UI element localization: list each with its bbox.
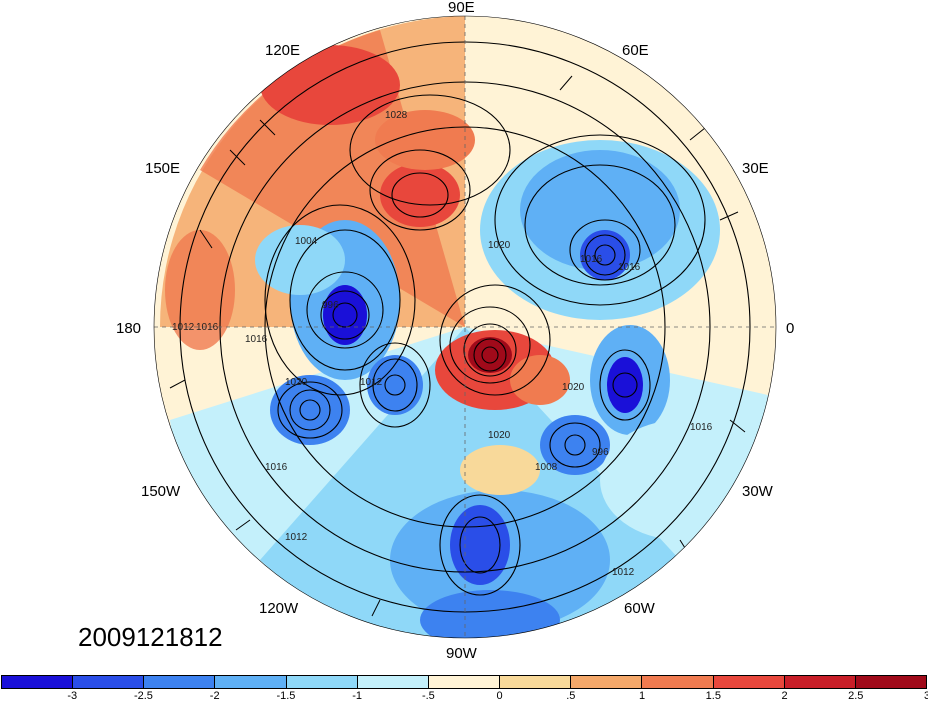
colorbar-segment <box>642 676 714 688</box>
contour-label: 1012 <box>285 532 308 543</box>
lon-label-180: 180 <box>116 320 141 337</box>
colorbar-segment <box>73 676 145 688</box>
polar-map: 1028 1020 1016 1004 996 1016 1012 1016 1… <box>116 0 794 662</box>
colorbar-tick-label: 3 <box>923 690 928 702</box>
datestamp: 2009121812 <box>78 622 223 652</box>
colorbar-tick-label: -2 <box>209 690 220 702</box>
contour-label: 1016 <box>245 334 268 345</box>
contour-label: 1020 <box>285 377 308 388</box>
contour-label: 1012 <box>612 567 635 578</box>
longitude-labels: 90E 60E 30E 0 30W 60W 90W 120W 150W 180 … <box>116 0 794 662</box>
colorbar-tick-label: 2 <box>781 690 788 702</box>
lon-label-60w: 60W <box>624 600 656 617</box>
contour-label: 996 <box>322 300 339 311</box>
colorbar-tick-label: -3 <box>67 690 78 702</box>
lon-label-120e: 120E <box>265 42 300 59</box>
contour-label: 1008 <box>535 462 558 473</box>
colorbar-segment <box>713 676 785 688</box>
lon-label-90e: 90E <box>448 0 475 16</box>
lon-label-30e: 30E <box>742 160 769 177</box>
colorbar-tick-label: 1 <box>639 690 646 702</box>
contour-label: 1020 <box>488 240 511 251</box>
lon-label-0: 0 <box>786 320 794 337</box>
contour-label: 1004 <box>295 236 318 247</box>
contour-label: 1016 <box>618 262 641 273</box>
colorbar-tick-label: -2.5 <box>133 690 153 702</box>
colorbar-segment <box>286 676 358 688</box>
contour-label: 1016 <box>580 254 603 265</box>
contour-label: 1016 <box>196 322 219 333</box>
colorbar-tick-label: 1.5 <box>705 690 721 702</box>
colorbar-tick-label: -.5 <box>421 690 435 702</box>
colorbar-tick-label: 2.5 <box>848 690 864 702</box>
contour-label: 1020 <box>488 430 511 441</box>
colorbar-segment <box>357 676 429 688</box>
colorbar-segment <box>144 676 216 688</box>
contour-label: 1012 <box>172 322 195 333</box>
colorbar-tick-label: 0 <box>496 690 503 702</box>
colorbar-tick-label: -1 <box>352 690 363 702</box>
lon-label-60e: 60E <box>622 42 649 59</box>
map-boundary <box>153 15 777 639</box>
colorbar-tick-label: .5 <box>566 690 576 702</box>
lon-label-150w: 150W <box>141 483 181 500</box>
colorbar-segment <box>215 676 287 688</box>
colorbar-labels: -3 -2.5 -2 -1.5 -1 -.5 0 .5 1 1.5 2 2.5 3 <box>0 690 928 702</box>
contour-label: 1012 <box>360 377 383 388</box>
contour-label-group: 1028 1020 1016 1004 996 1016 1012 1016 1… <box>172 110 713 578</box>
colorbar-segment <box>784 676 856 688</box>
colorbar-segment <box>500 676 572 688</box>
lon-label-120w: 120W <box>259 600 299 617</box>
contour-label: 1028 <box>385 110 408 121</box>
lon-label-150e: 150E <box>145 160 180 177</box>
lon-label-30w: 30W <box>742 483 774 500</box>
contour-label: 996 <box>592 447 609 458</box>
contour-label: 1016 <box>265 462 288 473</box>
contour-label: 1016 <box>690 422 713 433</box>
colorbar-segment <box>428 676 501 688</box>
colorbar-segment <box>2 676 74 688</box>
colorbar-segment <box>855 676 927 688</box>
colorbar-tick-label: -1.5 <box>276 690 296 702</box>
contour-label: 1020 <box>562 382 585 393</box>
lon-label-90w: 90W <box>446 645 478 662</box>
colorbar-segment <box>571 676 643 688</box>
colorbar <box>1 675 927 689</box>
